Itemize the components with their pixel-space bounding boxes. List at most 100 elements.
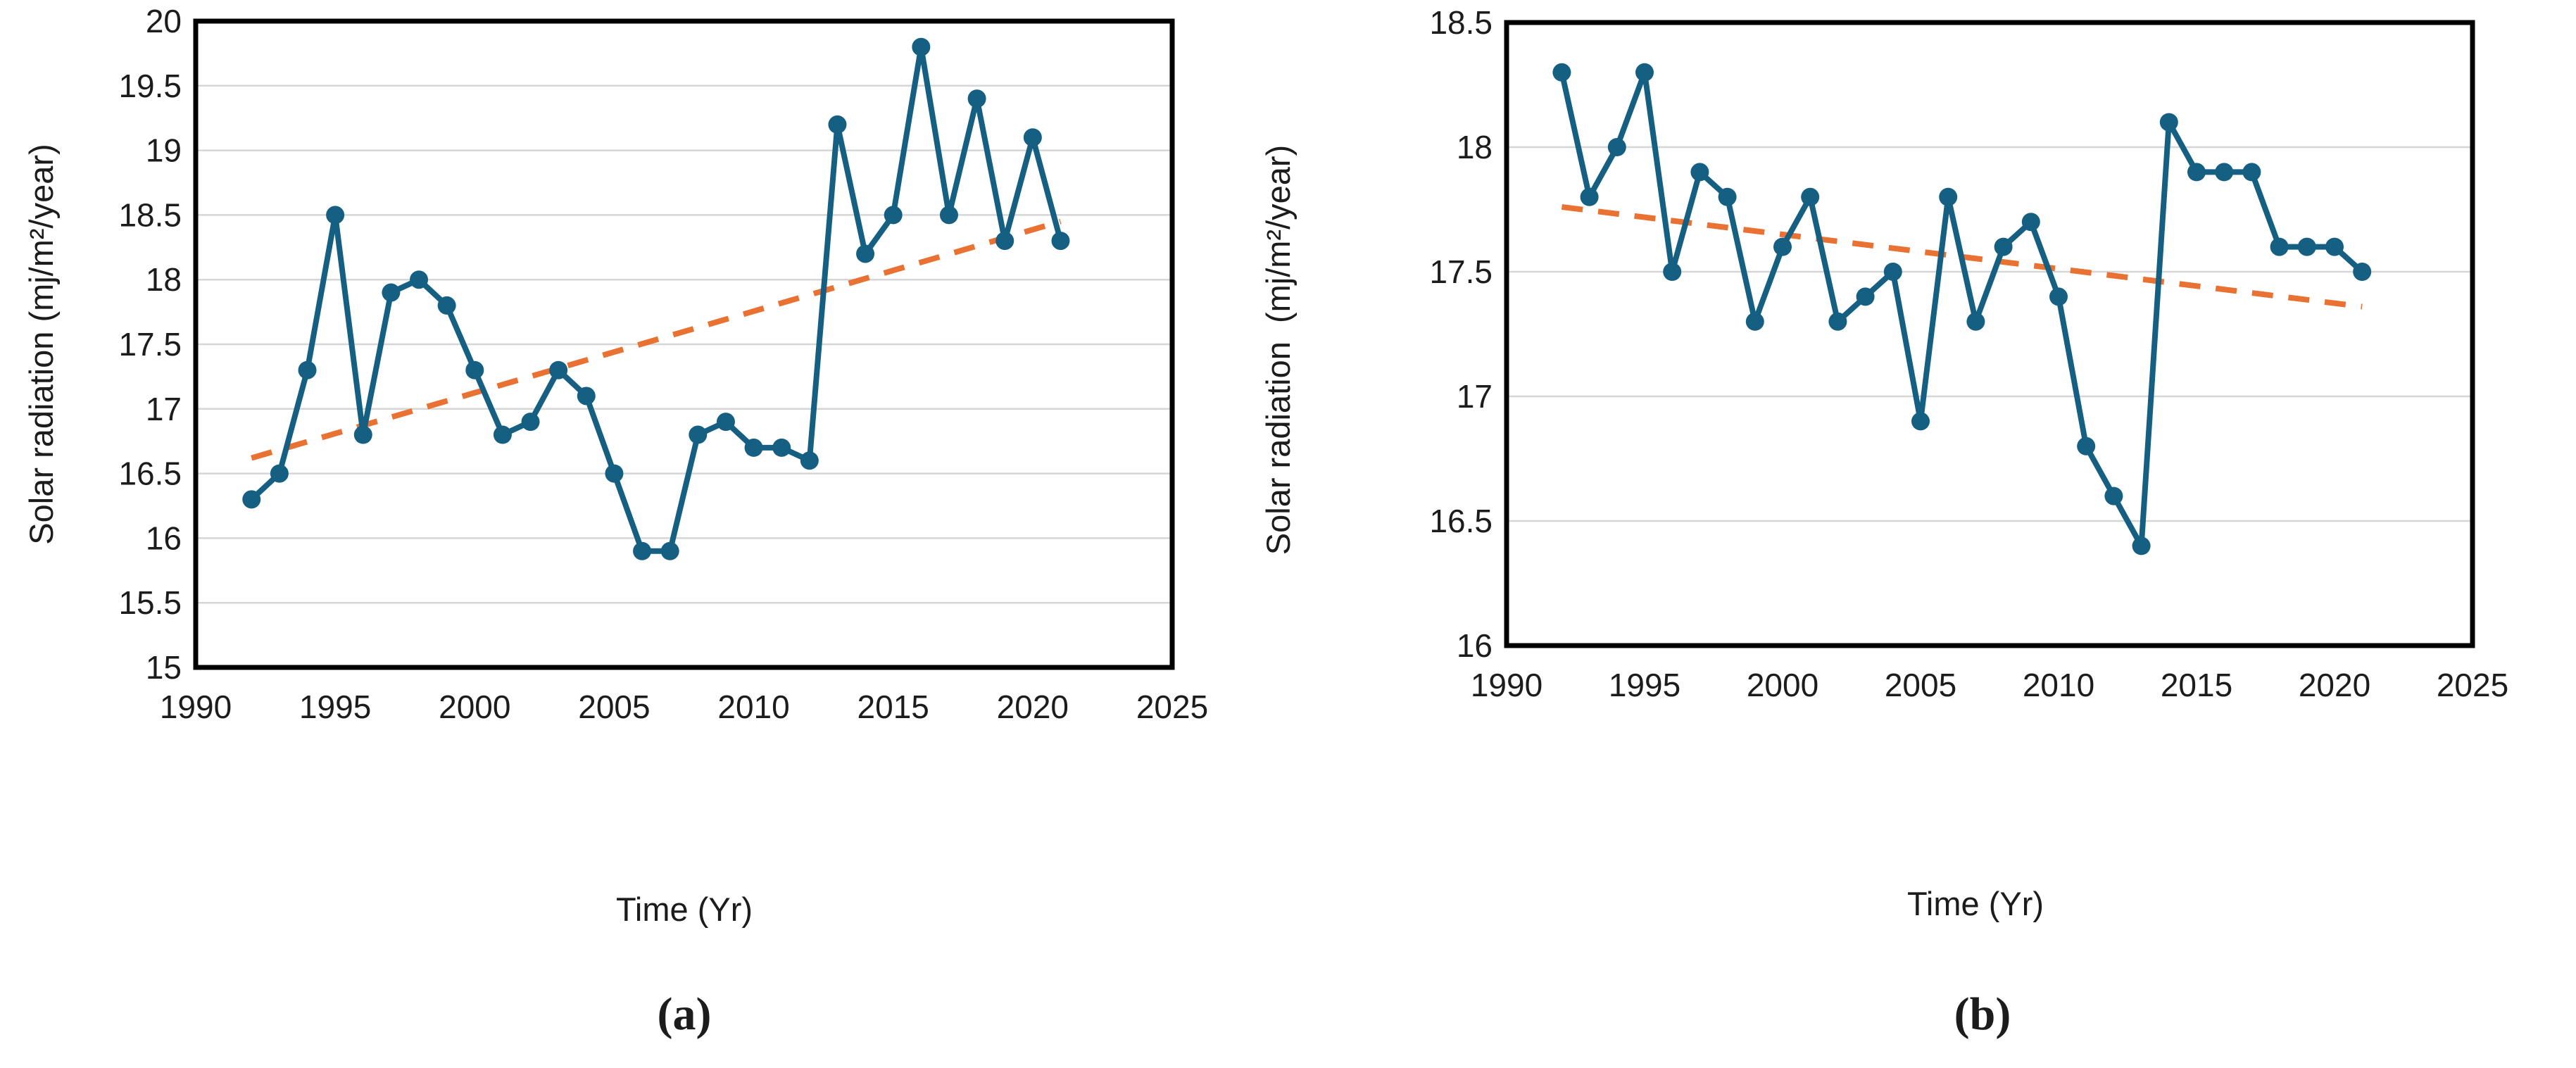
y-tick-label: 18	[1457, 129, 1493, 165]
data-point-marker	[1635, 63, 1654, 82]
y-tick-label: 19.5	[118, 68, 182, 104]
panel-caption-a: (a)	[658, 988, 712, 1040]
x-tick-label: 2020	[997, 689, 1069, 725]
y-tick-label: 16.5	[1429, 503, 1493, 539]
x-axis-title: Time (Yr)	[616, 891, 753, 928]
x-tick-label: 1995	[1609, 667, 1680, 703]
data-point-marker	[1580, 187, 1599, 206]
data-point-marker	[2077, 436, 2096, 456]
data-point-marker	[1911, 412, 1930, 431]
data-point-marker	[1828, 312, 1847, 331]
y-tick-label: 18.5	[118, 196, 182, 233]
data-point-marker	[298, 360, 317, 379]
data-point-marker	[1939, 187, 1958, 206]
data-point-marker	[2353, 263, 2372, 281]
data-point-marker	[716, 413, 735, 432]
data-point-marker	[2325, 237, 2344, 256]
y-tick-label: 18	[146, 261, 182, 298]
data-point-marker	[1051, 232, 1070, 251]
data-point-marker	[270, 464, 289, 483]
data-point-marker	[828, 115, 847, 134]
data-point-marker	[660, 541, 679, 560]
data-point-marker	[2297, 237, 2316, 256]
x-tick-label: 2005	[1885, 667, 1956, 703]
data-point-marker	[242, 490, 261, 509]
data-point-marker	[493, 425, 512, 444]
y-tick-label: 17	[146, 391, 182, 427]
x-tick-label: 2005	[578, 689, 650, 725]
data-point-marker	[939, 206, 958, 225]
data-point-marker	[1690, 163, 1709, 182]
y-tick-label: 19	[146, 132, 182, 169]
data-point-marker	[1966, 312, 1985, 331]
data-point-marker	[2187, 163, 2206, 182]
data-point-marker	[2021, 213, 2040, 232]
x-tick-label: 2025	[1136, 689, 1208, 725]
data-point-marker	[1773, 237, 1792, 256]
x-tick-label: 2025	[2437, 667, 2508, 703]
series-line	[1559, 69, 2365, 549]
x-tick-label: 2015	[2161, 667, 2232, 703]
y-axis-title: Solar radiation (mj/m²/year)	[23, 144, 60, 544]
x-tick-label: 2000	[1747, 667, 1818, 703]
y-tick-label: 17.5	[118, 326, 182, 363]
y-tick-label: 15	[146, 649, 182, 686]
x-tick-label: 2010	[717, 689, 789, 725]
data-point-marker	[521, 413, 540, 432]
plot-border	[193, 18, 1175, 670]
data-point-marker	[1745, 312, 1764, 331]
chart-a-generated: 15 15.5 16 16.5 17 17.5 18 18.5 19 19.5 20 1990 1995…	[118, 3, 1208, 725]
y-tick-label: 20	[146, 3, 182, 39]
y-tick-label: 16	[146, 520, 182, 556]
y-tick-label: 18.5	[1429, 4, 1493, 41]
x-tick-label: 2000	[439, 689, 510, 725]
data-point-marker	[1994, 237, 2013, 256]
data-point-marker	[1023, 128, 1042, 147]
panel-caption-b: (b)	[1954, 988, 2011, 1040]
data-point-marker	[549, 360, 568, 379]
y-tick-label: 16	[1457, 627, 1493, 664]
x-tick-label: 2010	[2023, 667, 2094, 703]
data-point-marker	[633, 541, 652, 560]
x-axis-title: Time (Yr)	[1907, 885, 2044, 922]
x-tick-label: 1990	[1471, 667, 1543, 703]
y-tick-label: 15.5	[118, 584, 182, 621]
x-tick-label: 2020	[2299, 667, 2370, 703]
y-tick-label: 17.5	[1429, 253, 1493, 290]
data-point-marker	[856, 244, 875, 263]
data-point-marker	[1801, 187, 1820, 206]
y-axis-title: Solar radiation (mj/m²/year)	[1259, 145, 1297, 555]
y-tick-label: 17	[1457, 378, 1493, 415]
data-point-marker	[1856, 287, 1875, 306]
x-tick-label: 2015	[857, 689, 929, 725]
data-point-marker	[437, 296, 456, 315]
data-point-marker	[1552, 63, 1571, 82]
data-point-marker	[2104, 486, 2123, 505]
series-line	[249, 44, 1064, 554]
data-point-marker	[2132, 536, 2151, 555]
plot-border	[1504, 20, 2475, 648]
data-point-marker	[2049, 287, 2068, 306]
data-point-marker	[744, 438, 763, 457]
x-tick-label: 1995	[299, 689, 371, 725]
data-point-marker	[1607, 138, 1626, 156]
data-point-marker	[410, 270, 429, 289]
data-point-marker	[772, 438, 791, 457]
data-point-marker	[2242, 163, 2261, 182]
data-point-marker	[967, 89, 986, 108]
chart-panel-a: 15 15.5 16 16.5 17 17.5 18 18.5 19 19.5 20 1990 1995…	[23, 3, 1208, 1040]
trend-line	[251, 218, 1062, 461]
y-tick-label: 16.5	[118, 456, 182, 492]
data-point-marker	[1883, 263, 1902, 281]
data-point-marker	[326, 206, 345, 225]
data-point-marker	[800, 451, 819, 470]
data-point-marker	[382, 283, 401, 302]
data-point-marker	[689, 425, 708, 444]
chart-panel-b: 16 16.5 17 17.5 18 18.5 1990 1995 2000 2005 2010 20…	[1259, 4, 2508, 1040]
data-point-marker	[1718, 187, 1737, 206]
data-point-marker	[995, 232, 1014, 251]
data-point-marker	[912, 37, 931, 56]
data-point-marker	[577, 387, 596, 406]
data-point-marker	[1663, 263, 1682, 281]
